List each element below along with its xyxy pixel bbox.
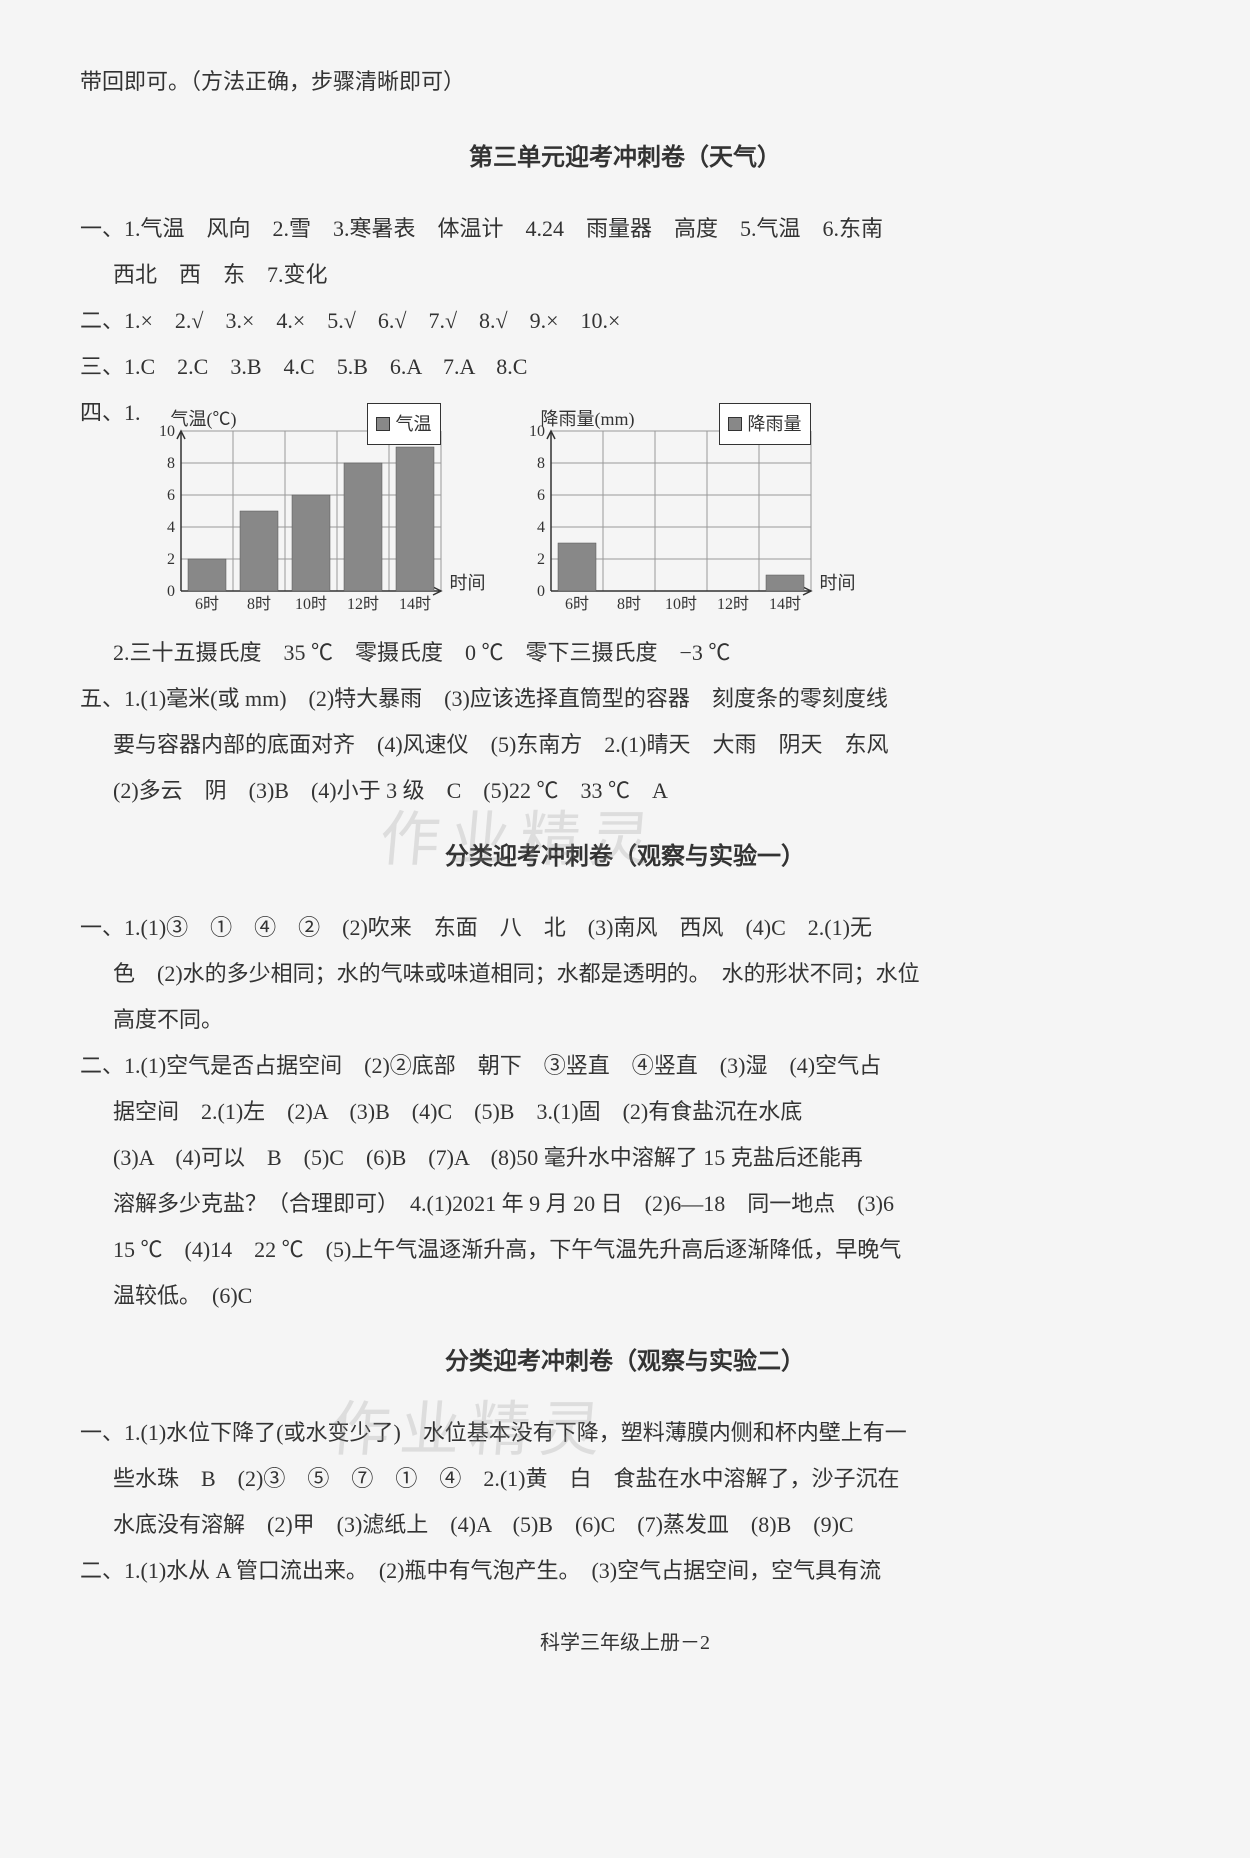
svg-text:6: 6 [167,487,175,504]
answer-row: 二、1.× 2.√ 3.× 4.× 5.√ 6.√ 7.√ 8.√ 9.× 10… [80,299,1170,343]
chart-legend: 气温 [367,403,441,445]
answer-row: 要与容器内部的底面对齐 (4)风速仪 (5)东南方 2.(1)晴天 大雨 阴天 … [80,723,1170,767]
section3-answers: 一、1.(1)水位下降了(或水变少了) 水位基本没有下降，塑料薄膜内侧和杯内壁上… [80,1411,1170,1593]
answer-row: 高度不同。 [80,998,1170,1042]
answer-row: 色 (2)水的多少相同；水的气味或味道相同；水都是透明的。 水的形状不同；水位 [80,952,1170,996]
rainfall-chart: 降雨量(mm) 降雨量 时间 02468106时8时10时12时14时 [511,401,851,621]
charts-row: 气温(℃) 气温 时间 02468106时8时10时12时14时 降雨量(mm)… [141,401,851,621]
svg-text:2: 2 [167,551,175,568]
chart-x-label: 时间 [450,565,486,601]
answer-row: (2)多云 阴 (3)B (4)小于 3 级 C (5)22 ℃ 33 ℃ A [80,769,1170,813]
chart-legend: 降雨量 [719,403,811,445]
svg-text:6: 6 [537,487,545,504]
temperature-chart: 气温(℃) 气温 时间 02468106时8时10时12时14时 [141,401,481,621]
section2-answers: 一、1.(1)③ ① ④ ② (2)吹来 东面 八 北 (3)南风 西风 (4)… [80,906,1170,1318]
answer-row: (3)A (4)可以 B (5)C (6)B (7)A (8)50 毫升水中溶解… [80,1136,1170,1180]
answer-row: 据空间 2.(1)左 (2)A (3)B (4)C (5)B 3.(1)固 (2… [80,1090,1170,1134]
section1-answers: 一、1.气温 风向 2.雪 3.寒暑表 体温计 4.24 雨量器 高度 5.气温… [80,207,1170,813]
svg-text:8时: 8时 [247,595,271,613]
svg-text:14时: 14时 [399,595,431,613]
answer-row: 水底没有溶解 (2)甲 (3)滤纸上 (4)A (5)B (6)C (7)蒸发皿… [80,1503,1170,1547]
section2-title: 分类迎考冲刺卷（观察与实验一） [80,833,1170,881]
answer-row: 西北 西 东 7.变化 [80,253,1170,297]
svg-text:0: 0 [537,583,545,600]
svg-text:10时: 10时 [295,595,327,613]
answer-row: 15 ℃ (4)14 22 ℃ (5)上午气温逐渐升高，下午气温先升高后逐渐降低… [80,1228,1170,1272]
answer-row: 一、1.气温 风向 2.雪 3.寒暑表 体温计 4.24 雨量器 高度 5.气温… [80,207,1170,251]
svg-text:8时: 8时 [617,595,641,613]
answer-row: 二、1.(1)空气是否占据空间 (2)②底部 朝下 ③竖直 ④竖直 (3)湿 (… [80,1044,1170,1088]
chart-y-label: 降雨量(mm) [541,401,635,437]
section3-title: 分类迎考冲刺卷（观察与实验二） [80,1338,1170,1386]
page: 作业精灵 作业精灵 带回即可。（方法正确，步骤清晰即可） 第三单元迎考冲刺卷（天… [80,60,1170,1663]
svg-text:6时: 6时 [195,595,219,613]
svg-text:0: 0 [167,583,175,600]
svg-text:8: 8 [537,455,545,472]
answer-row: 溶解多少克盐？（合理即可） 4.(1)2021 年 9 月 20 日 (2)6—… [80,1182,1170,1226]
section1-title: 第三单元迎考冲刺卷（天气） [80,134,1170,182]
chart-y-label: 气温(℃) [171,401,237,437]
answer-row: 些水珠 B (2)③ ⑤ ⑦ ① ④ 2.(1)黄 白 食盐在水中溶解了，沙子沉… [80,1457,1170,1501]
svg-text:12时: 12时 [347,595,379,613]
svg-text:10时: 10时 [665,595,697,613]
legend-swatch [728,417,742,431]
answer-row: 温较低。 (6)C [80,1274,1170,1318]
legend-text: 气温 [396,406,432,442]
chart-x-label: 时间 [820,565,856,601]
answer-row: 一、1.(1)水位下降了(或水变少了) 水位基本没有下降，塑料薄膜内侧和杯内壁上… [80,1411,1170,1455]
answer-row: 五、1.(1)毫米(或 mm) (2)特大暴雨 (3)应该选择直筒型的容器 刻度… [80,677,1170,721]
answer-row: 三、1.C 2.C 3.B 4.C 5.B 6.A 7.A 8.C [80,345,1170,389]
svg-text:8: 8 [167,455,175,472]
page-footer: 科学三年级上册－2 [80,1623,1170,1663]
svg-text:4: 4 [537,519,545,536]
answer-row: 一、1.(1)③ ① ④ ② (2)吹来 东面 八 北 (3)南风 西风 (4)… [80,906,1170,950]
svg-text:12时: 12时 [717,595,749,613]
svg-text:4: 4 [167,519,175,536]
svg-text:2: 2 [537,551,545,568]
answer-row: 二、1.(1)水从 A 管口流出来。 (2)瓶中有气泡产生。 (3)空气占据空间… [80,1549,1170,1593]
answer-row: 2.三十五摄氏度 35 ℃ 零摄氏度 0 ℃ 零下三摄氏度 −3 ℃ [80,631,1170,675]
svg-text:6时: 6时 [565,595,589,613]
q4-prefix: 四、1. [80,391,141,435]
intro-text: 带回即可。（方法正确，步骤清晰即可） [80,60,1170,104]
legend-swatch [376,417,390,431]
svg-text:14时: 14时 [769,595,801,613]
legend-text: 降雨量 [748,406,802,442]
